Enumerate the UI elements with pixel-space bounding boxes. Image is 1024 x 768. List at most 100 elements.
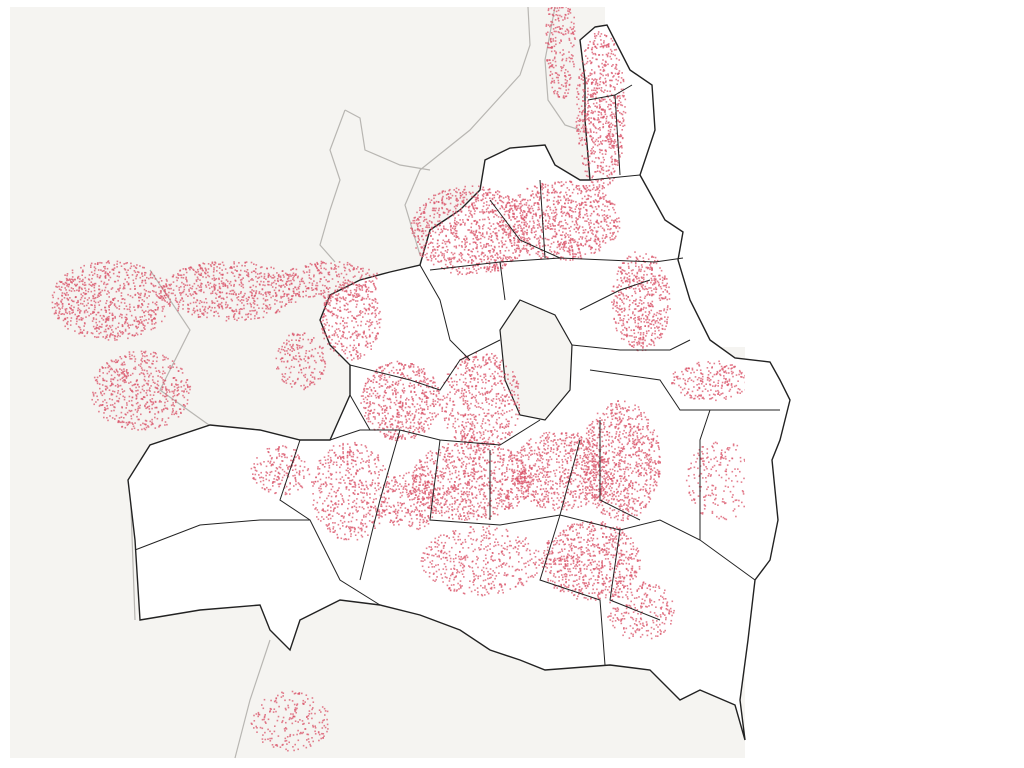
building bbox=[589, 219, 592, 222]
building bbox=[635, 336, 637, 338]
building bbox=[425, 256, 428, 259]
building bbox=[557, 195, 560, 198]
building bbox=[587, 44, 590, 46]
building bbox=[599, 76, 602, 79]
building bbox=[596, 106, 598, 109]
building bbox=[506, 420, 509, 423]
building bbox=[595, 35, 598, 37]
building bbox=[602, 161, 604, 164]
building bbox=[425, 243, 427, 246]
building bbox=[640, 507, 642, 510]
building bbox=[441, 222, 443, 224]
building bbox=[628, 255, 630, 258]
building bbox=[489, 197, 491, 199]
building bbox=[478, 185, 480, 188]
building bbox=[364, 415, 366, 417]
building bbox=[608, 173, 611, 176]
building bbox=[505, 263, 507, 266]
building bbox=[586, 114, 588, 117]
building bbox=[501, 394, 504, 396]
building bbox=[455, 199, 457, 201]
building bbox=[509, 231, 512, 233]
building bbox=[473, 220, 476, 222]
building bbox=[469, 256, 472, 259]
building bbox=[401, 421, 403, 423]
building bbox=[582, 126, 584, 128]
building bbox=[636, 441, 639, 444]
building bbox=[378, 386, 381, 388]
building bbox=[390, 362, 393, 364]
building bbox=[574, 208, 577, 210]
building bbox=[578, 187, 581, 190]
building bbox=[593, 79, 595, 81]
building bbox=[508, 257, 510, 259]
building bbox=[462, 221, 464, 223]
building bbox=[476, 236, 478, 239]
building bbox=[625, 279, 628, 282]
building bbox=[559, 226, 562, 228]
building bbox=[482, 356, 484, 359]
building bbox=[507, 233, 509, 236]
building bbox=[437, 260, 439, 263]
building bbox=[607, 63, 609, 66]
building bbox=[635, 464, 637, 467]
building bbox=[657, 442, 659, 444]
building bbox=[648, 501, 650, 503]
building bbox=[489, 249, 492, 252]
building bbox=[392, 366, 395, 369]
building bbox=[393, 433, 395, 436]
building bbox=[610, 138, 613, 140]
building bbox=[596, 412, 599, 415]
building bbox=[569, 234, 572, 236]
building bbox=[646, 425, 648, 427]
building bbox=[497, 367, 499, 369]
building bbox=[622, 320, 624, 322]
building bbox=[552, 209, 555, 212]
building bbox=[370, 380, 372, 382]
building bbox=[636, 426, 638, 429]
building bbox=[391, 389, 394, 391]
building bbox=[592, 146, 594, 148]
building bbox=[627, 265, 630, 268]
building bbox=[584, 237, 587, 240]
building bbox=[513, 401, 516, 404]
building bbox=[486, 268, 488, 270]
building bbox=[452, 404, 455, 406]
building bbox=[492, 414, 494, 417]
building bbox=[549, 208, 552, 211]
building bbox=[441, 230, 444, 232]
building bbox=[485, 401, 488, 403]
building bbox=[424, 230, 427, 232]
building bbox=[609, 493, 611, 496]
building bbox=[560, 181, 563, 183]
building bbox=[619, 477, 622, 480]
building bbox=[588, 195, 590, 197]
building bbox=[369, 410, 371, 412]
building bbox=[596, 423, 599, 425]
building bbox=[660, 287, 663, 290]
building bbox=[580, 105, 583, 107]
building bbox=[560, 191, 562, 193]
building bbox=[425, 234, 427, 237]
building bbox=[403, 387, 405, 389]
building bbox=[507, 256, 509, 258]
building bbox=[580, 243, 582, 246]
building bbox=[597, 128, 600, 130]
building bbox=[641, 266, 643, 268]
building bbox=[606, 460, 608, 463]
building bbox=[494, 364, 496, 366]
building bbox=[570, 244, 573, 247]
building bbox=[581, 197, 584, 200]
building bbox=[581, 75, 583, 77]
building bbox=[485, 381, 487, 384]
building bbox=[598, 503, 601, 506]
building bbox=[603, 187, 605, 189]
building bbox=[604, 478, 606, 481]
building bbox=[598, 248, 600, 250]
building bbox=[557, 241, 559, 243]
building bbox=[626, 419, 629, 421]
building bbox=[395, 381, 398, 384]
building bbox=[638, 483, 640, 486]
building bbox=[445, 245, 448, 248]
